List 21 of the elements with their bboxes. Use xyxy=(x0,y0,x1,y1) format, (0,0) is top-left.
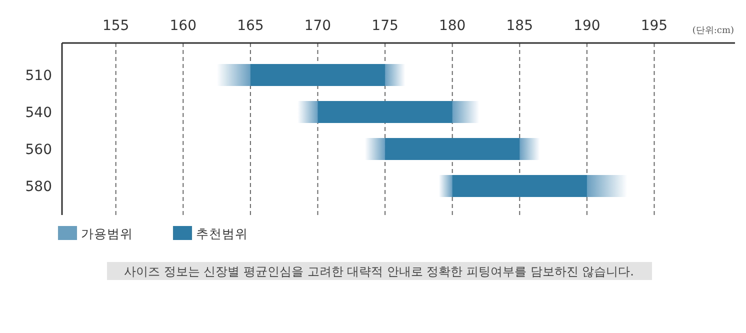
legend-label: 가용범위 xyxy=(81,226,133,241)
x-tick-label: 165 xyxy=(237,18,264,34)
bar xyxy=(318,101,452,123)
bar xyxy=(385,138,520,160)
x-tick-label: 170 xyxy=(304,18,332,34)
x-tick-label: 195 xyxy=(640,18,668,34)
x-tick-label: 155 xyxy=(102,18,130,34)
bar xyxy=(452,175,587,197)
x-tick-label: 185 xyxy=(506,18,534,34)
bar xyxy=(250,64,386,86)
y-tick-label: 560 xyxy=(25,142,52,158)
text: 사이즈 정보는 신장별 평균인심을 고려한 대략적 안내로 정확한 피팅여부를 담보하진 않습니다. xyxy=(124,264,634,278)
text: (단위:cm) xyxy=(692,26,734,36)
x-tick-label: 180 xyxy=(438,18,466,34)
x-tick-label: 190 xyxy=(574,18,600,34)
y-tick-label: 510 xyxy=(25,68,52,84)
legend-label: 추천범위 xyxy=(196,226,248,241)
x-tick-label: 175 xyxy=(372,18,398,34)
y-tick-label: 580 xyxy=(25,179,52,195)
y-tick-label: 540 xyxy=(25,105,52,121)
x-tick-label: 160 xyxy=(170,18,197,34)
